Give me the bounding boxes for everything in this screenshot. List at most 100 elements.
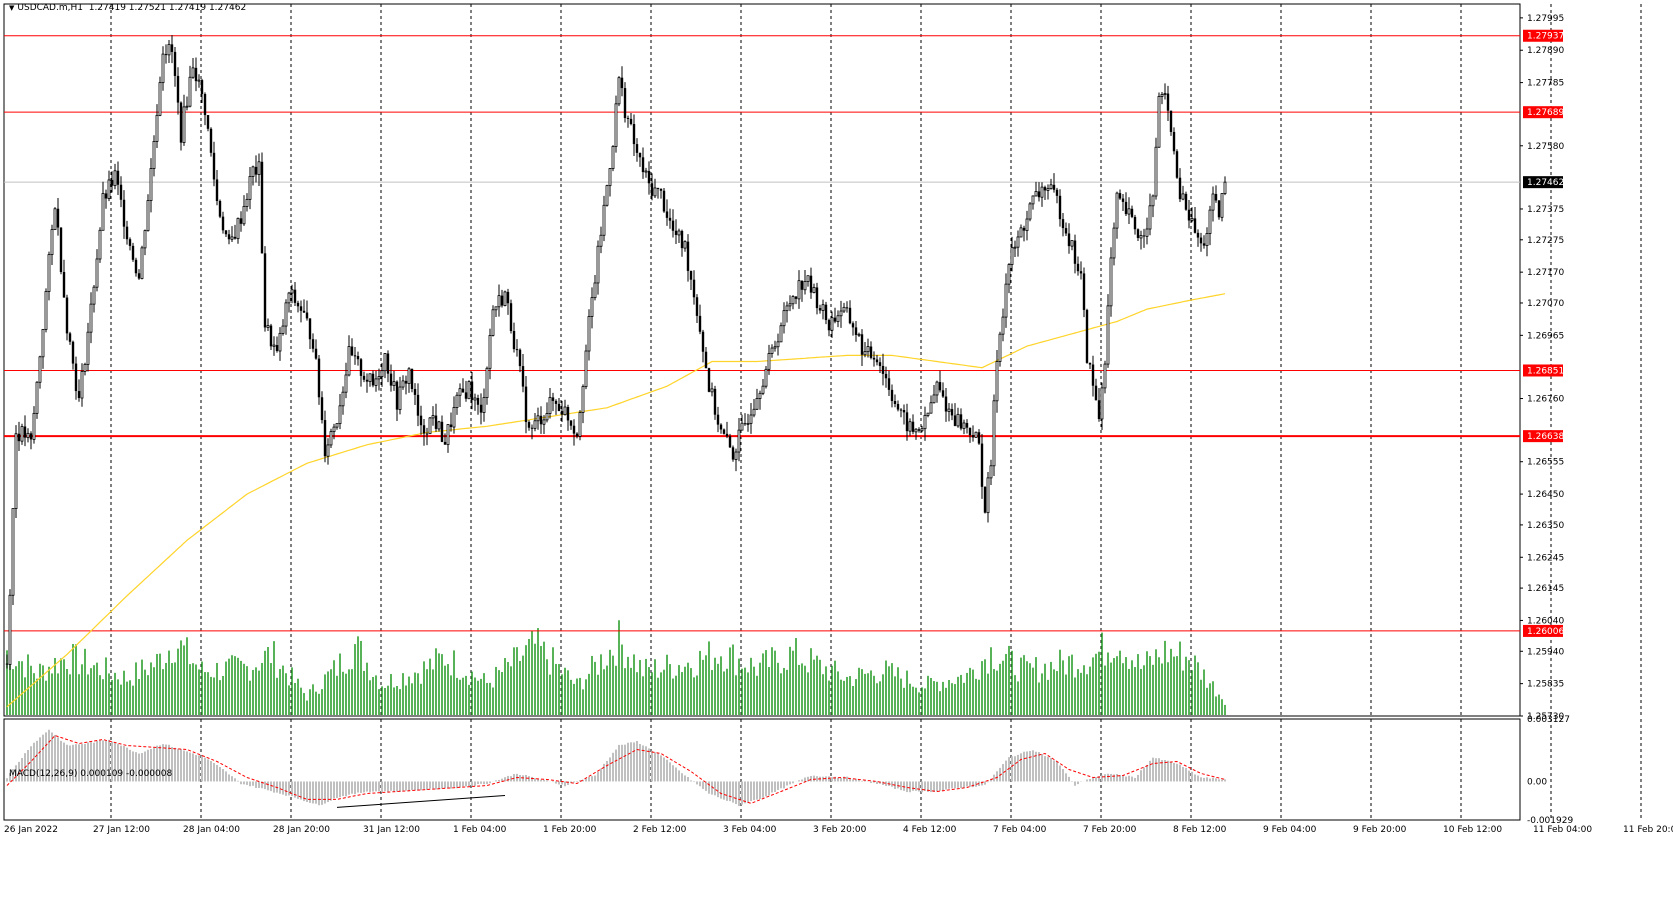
- candle-body-up: [338, 405, 342, 425]
- time-label: 2 Feb 12:00: [633, 825, 687, 835]
- candle-body-up: [587, 316, 591, 352]
- candle-body-up: [920, 428, 924, 432]
- candle-body-up: [914, 428, 918, 433]
- candle-body-down: [263, 253, 267, 328]
- candle-body-up: [344, 374, 348, 393]
- candle-body-up: [152, 141, 156, 169]
- candle-body-down: [632, 124, 636, 145]
- macd-tick-label: 0.00: [1527, 777, 1547, 787]
- candle-body-down: [656, 187, 660, 189]
- candle-body-down: [23, 426, 27, 438]
- macd-header: MACD(12,26,9) 0.000109 -0.000008: [9, 769, 173, 779]
- price-tick-label: 1.26350: [1527, 521, 1564, 531]
- candle-body-down: [626, 117, 630, 119]
- level-label-box: [1523, 364, 1563, 377]
- candle-body-down: [620, 77, 624, 89]
- candle-body-down: [680, 230, 684, 249]
- candle-body-up: [1154, 146, 1158, 197]
- dropdown-triangle-icon[interactable]: ▼: [9, 4, 15, 12]
- candle-body-up: [1127, 208, 1131, 215]
- candle-body-up: [494, 306, 498, 311]
- candle-body-down: [950, 409, 954, 416]
- candle-body-up: [1112, 227, 1116, 259]
- candle-body-down: [311, 339, 315, 349]
- time-label: 28 Jan 04:00: [183, 825, 240, 835]
- candle-body-up: [380, 370, 384, 377]
- candle-body-down: [434, 415, 438, 429]
- moving-average-line: [6, 293, 1226, 708]
- candle-body-down: [566, 407, 570, 421]
- candle-body-up: [143, 230, 147, 249]
- price-tick-label: 1.27070: [1527, 299, 1564, 309]
- candle-body-down: [350, 346, 354, 356]
- candle-body-up: [485, 367, 489, 399]
- candle-body-down: [884, 373, 888, 379]
- candle-body-up: [1019, 227, 1023, 238]
- candle-body-up: [1034, 191, 1038, 197]
- candle-body-up: [752, 408, 756, 416]
- candle-body-up: [776, 341, 780, 348]
- candle-body-up: [1211, 193, 1215, 211]
- candle-body-down: [1043, 187, 1047, 191]
- candle-body-down: [356, 355, 360, 360]
- candle-body-up: [503, 291, 507, 306]
- candle-body-down: [1136, 229, 1140, 238]
- candle-body-down: [698, 315, 702, 332]
- candle-body-up: [926, 412, 930, 416]
- candle-body-down: [638, 152, 642, 158]
- candle-body-down: [905, 412, 909, 432]
- candle-body-down: [881, 365, 885, 374]
- candle-body-down: [5, 663, 9, 665]
- candle-body-up: [1220, 193, 1224, 218]
- time-label: 10 Feb 12:00: [1443, 825, 1502, 835]
- candle-body-down: [848, 307, 852, 324]
- candle-body-up: [14, 433, 18, 509]
- candle-body-up: [596, 245, 600, 284]
- candle-body-down: [1172, 131, 1176, 152]
- candle-body-down: [71, 341, 75, 364]
- candle-body-down: [869, 346, 873, 358]
- candle-body-down: [944, 396, 948, 412]
- candle-body-down: [707, 368, 711, 392]
- candle-body-down: [650, 183, 654, 196]
- candle-body-down: [743, 423, 747, 425]
- candle-body-up: [1148, 205, 1152, 230]
- candle-body-up: [1208, 209, 1212, 234]
- candle-body-up: [821, 304, 825, 311]
- candle-body-down: [860, 334, 864, 355]
- candle-body-up: [455, 394, 459, 408]
- candle-body-up: [8, 594, 12, 665]
- candle-body-up: [773, 346, 777, 349]
- price-tick-label: 1.26760: [1527, 395, 1564, 405]
- candle-body-up: [1007, 264, 1011, 285]
- price-tick-label: 1.27995: [1527, 14, 1564, 24]
- candle-body-up: [992, 400, 996, 467]
- candle-body-up: [146, 200, 150, 232]
- candle-body-up: [281, 325, 285, 334]
- candle-body-up: [581, 386, 585, 413]
- candle-body-down: [1097, 400, 1101, 419]
- candle-body-up: [1223, 181, 1227, 195]
- candle-body-up: [746, 422, 750, 425]
- candle-body-up: [755, 398, 759, 410]
- candle-body-down: [1118, 193, 1122, 199]
- candle-body-down: [968, 427, 972, 436]
- price-tick-label: 1.27170: [1527, 268, 1564, 278]
- price-tick-label: 1.25835: [1527, 680, 1564, 690]
- candle-body-down: [1091, 364, 1095, 386]
- candle-body-down: [104, 193, 108, 199]
- candle-body-up: [347, 346, 351, 376]
- candle-body-down: [551, 397, 555, 401]
- candle-body-up: [734, 451, 738, 460]
- candle-body-down: [137, 273, 141, 279]
- candle-body-down: [509, 303, 513, 332]
- candle-body-up: [1109, 257, 1113, 307]
- candle-body-down: [575, 433, 579, 437]
- candle-body-up: [542, 419, 546, 425]
- candle-body-up: [392, 381, 396, 386]
- candle-body-down: [134, 259, 138, 274]
- candle-body-down: [890, 389, 894, 402]
- candle-body-up: [53, 208, 57, 231]
- candle-body-up: [287, 292, 291, 304]
- candle-body-down: [62, 272, 66, 298]
